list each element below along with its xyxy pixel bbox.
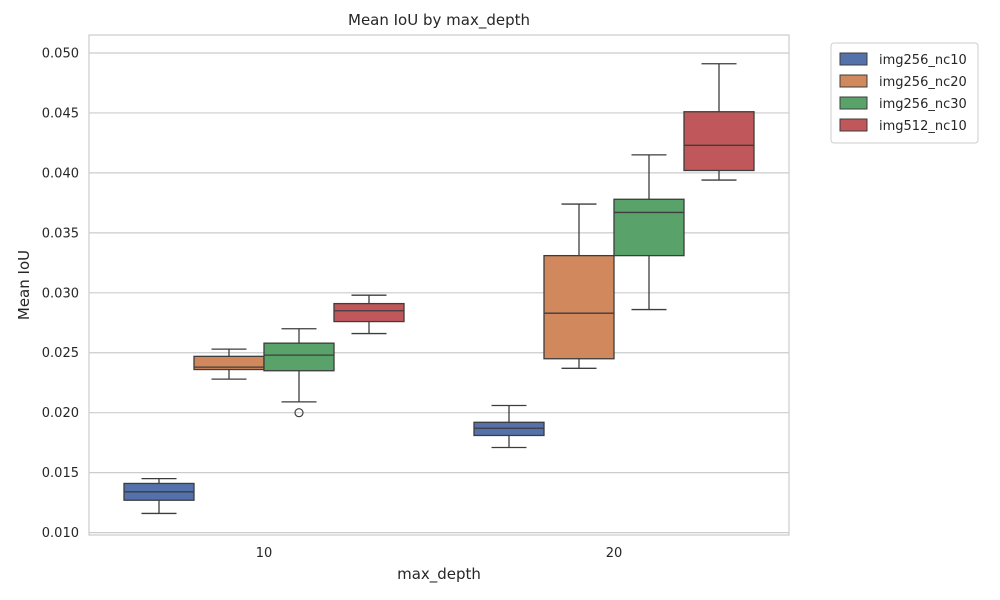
box-img512_nc10-10 [333,294,405,335]
boxes [123,63,755,515]
box-img256_nc30-20 [613,154,685,311]
y-tick-label: 0.015 [42,466,79,481]
box-img256_nc10-10 [123,477,195,515]
y-tick-label: 0.040 [42,166,79,181]
legend-swatch [839,96,868,110]
y-axis-ticks: 0.010 0.015 0.020 0.025 0.030 0.035 0.040 0.045… [42,46,79,541]
outlier-point [294,408,304,418]
box-img256_nc20-20 [543,203,615,369]
y-axis-title: Mean IoU [15,250,33,320]
box-img256_nc10-20 [473,404,545,449]
y-tick-label: 0.010 [42,526,79,541]
x-tick-label: 10 [256,546,273,561]
grid-lines [89,52,789,534]
legend-label: img256_nc20 [879,75,967,90]
legend-frame [830,42,979,144]
box-img256_nc30-10 [263,328,335,418]
legend-label: img512_nc10 [879,119,967,134]
y-tick-label: 0.020 [42,406,79,421]
legend-swatch [839,74,868,88]
y-tick-label: 0.045 [42,106,79,121]
y-tick-label: 0.030 [42,286,79,301]
chart-title: Mean IoU by max_depth [348,11,530,30]
box-iqr [683,111,755,172]
box-img512_nc10-20 [683,63,755,181]
y-tick-label: 0.050 [42,46,79,61]
box-iqr [543,254,615,360]
legend-swatch [839,52,868,66]
x-axis-ticks: 10 20 [256,546,623,561]
box-iqr [613,198,685,257]
box-iqr [263,342,335,372]
box-iqr [333,302,405,323]
x-tick-label: 20 [606,546,623,561]
y-tick-label: 0.035 [42,226,79,241]
x-axis-title: max_depth [397,565,481,584]
y-tick-label: 0.025 [42,346,79,361]
legend-label: img256_nc30 [879,97,967,112]
legend: img256_nc10 img256_nc20 img256_nc30 img512_… [830,42,979,144]
plot-frame [88,34,790,536]
legend-swatch [839,118,868,132]
legend-label: img256_nc10 [879,53,967,68]
